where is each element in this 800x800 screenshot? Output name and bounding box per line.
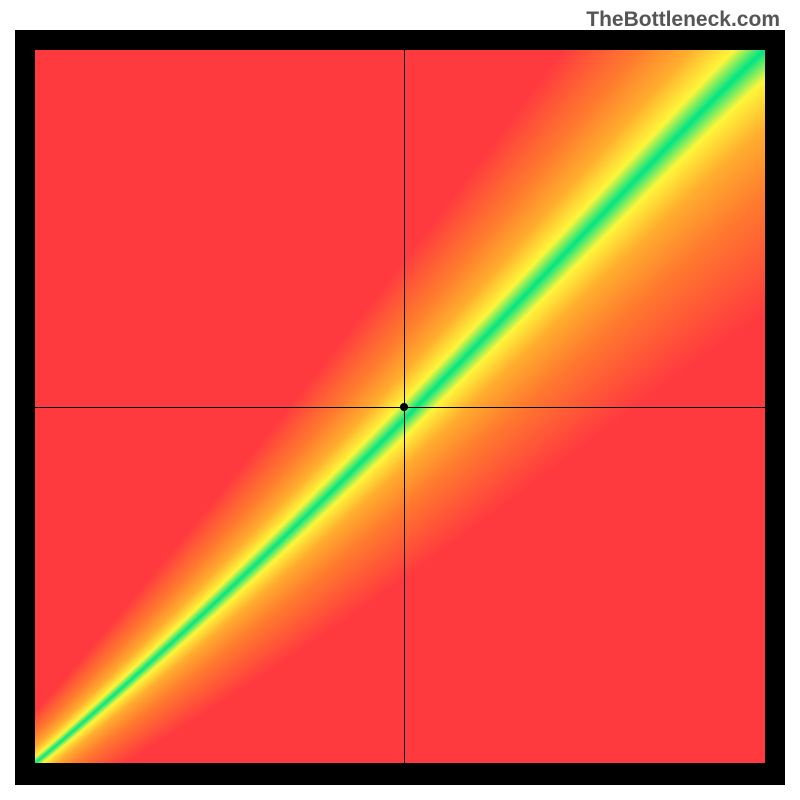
chart-container: TheBottleneck.com: [0, 0, 800, 800]
watermark-text: TheBottleneck.com: [586, 8, 780, 32]
crosshair-point: [400, 403, 408, 411]
